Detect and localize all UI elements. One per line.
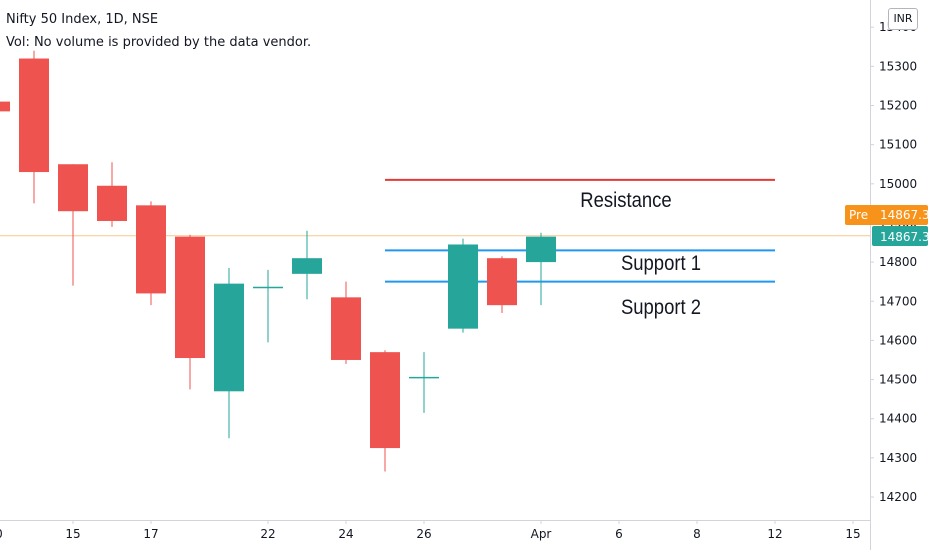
candle[interactable] bbox=[448, 238, 478, 333]
pre-price-label-prefix: Pre bbox=[849, 208, 868, 222]
candle[interactable] bbox=[175, 234, 205, 390]
candle[interactable] bbox=[97, 162, 127, 227]
y-tick-label: 14700 bbox=[879, 294, 917, 308]
y-tick-label: 15300 bbox=[879, 59, 917, 73]
candle[interactable] bbox=[253, 269, 283, 343]
candle[interactable] bbox=[214, 267, 244, 439]
candle[interactable] bbox=[0, 98, 10, 114]
x-tick-label: 22 bbox=[260, 527, 275, 541]
candle-body bbox=[448, 244, 478, 329]
candle[interactable] bbox=[526, 232, 556, 306]
volume-note: Vol: No volume is provided by the data v… bbox=[6, 35, 312, 50]
candle[interactable] bbox=[19, 50, 49, 204]
x-tick-label: 6 bbox=[615, 527, 623, 541]
y-tick-label: 14200 bbox=[879, 490, 917, 504]
candle-body bbox=[331, 297, 361, 360]
y-tick-label: 14600 bbox=[879, 333, 917, 347]
candle[interactable] bbox=[409, 352, 439, 413]
candle[interactable] bbox=[487, 256, 517, 313]
candle-body bbox=[58, 164, 88, 212]
pre-price-label-value: 14867.35 bbox=[880, 208, 932, 222]
candle-body bbox=[19, 58, 49, 173]
x-tick-label: 12 bbox=[767, 527, 782, 541]
candle-body bbox=[370, 352, 400, 449]
candle-body bbox=[175, 236, 205, 359]
candle[interactable] bbox=[331, 281, 361, 364]
pre-price-label: Pre 14867.35 bbox=[845, 205, 932, 225]
chart-title: Nifty 50 Index, 1D, NSE bbox=[6, 12, 159, 27]
candle[interactable] bbox=[58, 164, 88, 286]
price-labels-group: Pre 14867.35 14867.35 bbox=[845, 205, 932, 246]
level-label-3: Support 2 bbox=[621, 296, 701, 319]
x-tick-label: 26 bbox=[416, 527, 431, 541]
candle-body bbox=[214, 283, 244, 392]
candle-body bbox=[97, 185, 127, 221]
x-tick-label: 8 bbox=[693, 527, 701, 541]
y-tick-label: 14400 bbox=[879, 412, 917, 426]
level-labels-group: Resistance Support 1 Support 2 bbox=[580, 189, 701, 319]
x-tick-label: Apr bbox=[531, 527, 552, 541]
y-tick-label: 15000 bbox=[879, 177, 917, 191]
level-label-2: Support 1 bbox=[621, 252, 701, 275]
x-tick-label: 17 bbox=[143, 527, 158, 541]
candle-body bbox=[0, 101, 10, 112]
candle-body bbox=[136, 205, 166, 294]
currency-badge[interactable]: INR bbox=[888, 8, 918, 30]
x-tick-label: 24 bbox=[338, 527, 353, 541]
y-tick-label: 15200 bbox=[879, 99, 917, 113]
candle-body bbox=[526, 236, 556, 263]
y-tick-label: 14300 bbox=[879, 451, 917, 465]
y-tick-label: 15100 bbox=[879, 138, 917, 152]
x-tick-label: 15 bbox=[845, 527, 860, 541]
candles-group[interactable] bbox=[0, 50, 556, 472]
pre-price-label-bg bbox=[845, 205, 928, 225]
candle-body bbox=[487, 258, 517, 306]
candle[interactable] bbox=[370, 350, 400, 472]
last-price-label-bg bbox=[872, 226, 928, 246]
x-tick-label: 0 bbox=[0, 527, 3, 541]
candle-body bbox=[292, 258, 322, 274]
x-tick-label: 15 bbox=[65, 527, 80, 541]
last-price-label-value: 14867.35 bbox=[880, 230, 932, 244]
candle[interactable] bbox=[292, 230, 322, 300]
level-label-1: Resistance bbox=[580, 189, 671, 212]
y-tick-label: 14500 bbox=[879, 373, 917, 387]
last-price-label: 14867.35 bbox=[872, 226, 932, 246]
axes-group: 1420014300144001450014600147001480014900… bbox=[0, 0, 917, 550]
y-tick-label: 14800 bbox=[879, 255, 917, 269]
candle[interactable] bbox=[136, 201, 166, 306]
